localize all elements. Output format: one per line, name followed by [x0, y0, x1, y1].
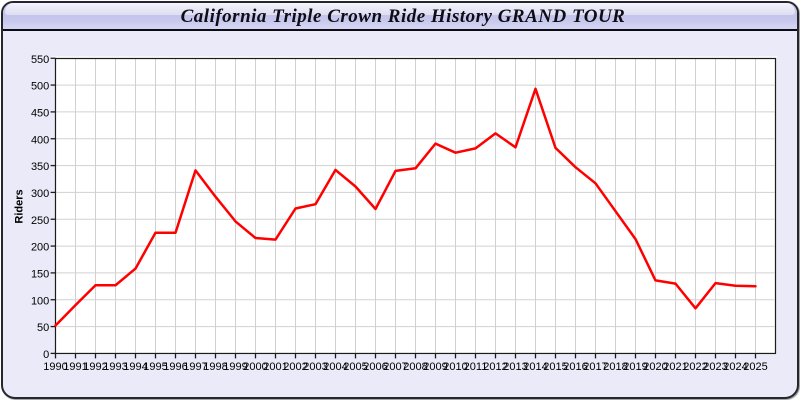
svg-text:2012: 2012: [483, 361, 507, 373]
svg-text:2013: 2013: [503, 361, 527, 373]
svg-text:2015: 2015: [543, 361, 567, 373]
svg-text:0: 0: [43, 349, 49, 361]
svg-text:2001: 2001: [263, 361, 287, 373]
svg-text:300: 300: [31, 188, 49, 200]
svg-text:450: 450: [31, 108, 49, 120]
svg-text:2011: 2011: [464, 361, 488, 373]
svg-text:350: 350: [31, 161, 49, 173]
svg-text:1992: 1992: [83, 361, 107, 373]
svg-text:1997: 1997: [183, 361, 207, 373]
svg-text:2008: 2008: [403, 361, 427, 373]
svg-text:100: 100: [31, 295, 49, 307]
svg-text:1994: 1994: [123, 361, 147, 373]
svg-text:2005: 2005: [343, 361, 367, 373]
svg-text:1995: 1995: [143, 361, 167, 373]
svg-text:2003: 2003: [303, 361, 327, 373]
svg-text:400: 400: [31, 134, 49, 146]
svg-text:2025: 2025: [743, 361, 767, 373]
svg-text:150: 150: [31, 269, 49, 281]
svg-text:2009: 2009: [423, 361, 447, 373]
svg-text:1999: 1999: [223, 361, 247, 373]
svg-text:2021: 2021: [663, 361, 687, 373]
svg-text:1993: 1993: [103, 361, 127, 373]
svg-text:1996: 1996: [163, 361, 187, 373]
svg-text:2010: 2010: [443, 361, 467, 373]
svg-text:550: 550: [31, 54, 49, 66]
svg-text:250: 250: [31, 215, 49, 227]
svg-text:2004: 2004: [323, 361, 347, 373]
svg-text:2007: 2007: [383, 361, 407, 373]
svg-text:1998: 1998: [203, 361, 227, 373]
svg-text:200: 200: [31, 242, 49, 254]
svg-text:2022: 2022: [683, 361, 707, 373]
svg-text:2019: 2019: [623, 361, 647, 373]
svg-text:2020: 2020: [643, 361, 667, 373]
svg-text:2006: 2006: [363, 361, 387, 373]
svg-text:2002: 2002: [283, 361, 307, 373]
svg-text:2014: 2014: [523, 361, 547, 373]
svg-text:2017: 2017: [583, 361, 607, 373]
svg-text:2018: 2018: [603, 361, 627, 373]
svg-text:500: 500: [31, 81, 49, 93]
svg-text:2023: 2023: [703, 361, 727, 373]
svg-text:2016: 2016: [563, 361, 587, 373]
svg-text:1991: 1991: [63, 361, 87, 373]
svg-text:Riders: Riders: [14, 189, 26, 223]
svg-text:1990: 1990: [43, 361, 67, 373]
svg-text:2024: 2024: [723, 361, 747, 373]
svg-text:50: 50: [37, 322, 49, 334]
svg-text:2000: 2000: [243, 361, 267, 373]
